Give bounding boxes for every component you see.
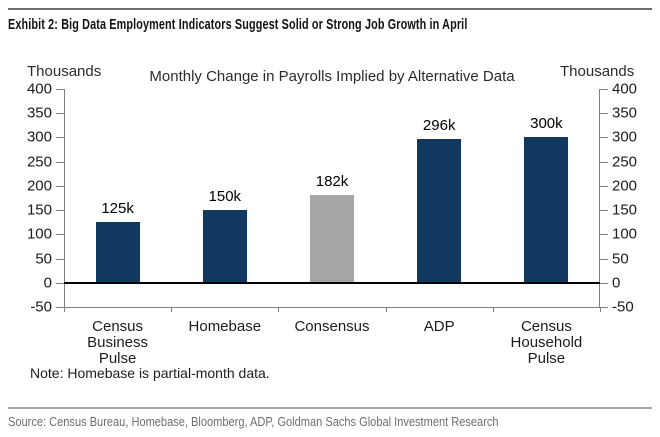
bar-consensus (310, 194, 354, 283)
y-tick-left (56, 234, 64, 236)
y-tick-left (56, 113, 64, 115)
y-axis-left (64, 89, 65, 307)
x-tick (600, 307, 601, 312)
y-tick-right (600, 113, 608, 115)
x-tick (64, 307, 65, 312)
source-text: Source: Census Bureau, Homebase, Bloombe… (8, 414, 499, 429)
y-tick-right (600, 185, 608, 187)
y-tick-label-right: 300 (612, 128, 638, 146)
y-tick-label-right: 100 (612, 225, 638, 243)
y-tick-right (600, 282, 608, 284)
y-tick-label-right: 150 (612, 201, 638, 219)
y-tick-label-right: 350 (612, 104, 638, 122)
x-tick (492, 307, 494, 312)
plot-area: 400 400 350 350 300 300 250 250 200 200 150 150 100 1… (27, 82, 637, 367)
y-tick-right (600, 89, 608, 90)
bar-value-label: 125k (101, 200, 134, 218)
x-tick (278, 307, 280, 312)
y-tick-left (56, 161, 64, 163)
category-label-census-household-pulse: Census Household Pulse (510, 318, 583, 367)
bar-homebase (202, 210, 247, 283)
chart-note: Note: Homebase is partial-month data. (30, 365, 270, 381)
chart-title: Monthly Change in Payrolls Implied by Al… (149, 68, 515, 85)
y-tick-left (56, 185, 64, 187)
y-tick-label-right: 200 (612, 177, 638, 195)
bar-value-label: 182k (315, 172, 349, 190)
category-label-census-business-pulse: Census Business Pulse (87, 318, 149, 367)
y-tick-label-right: 50 (612, 250, 629, 268)
x-tick (385, 307, 387, 312)
y-tick-label-left: 150 (26, 201, 52, 219)
y-tick-label-left: 200 (26, 177, 52, 195)
bar-value-label: 296k (422, 117, 456, 135)
y-tick-label-left: 250 (26, 153, 52, 171)
x-axis (64, 307, 600, 308)
right-axis-unit-label: Thousands (560, 63, 635, 80)
y-tick-label-left: 50 (35, 250, 52, 268)
bar-value-label: 150k (208, 188, 242, 206)
y-axis-right (599, 89, 600, 307)
category-label-consensus: Consensus (294, 318, 370, 335)
y-tick-right (600, 234, 608, 236)
y-tick-right (600, 137, 608, 139)
y-tick-left (56, 210, 64, 212)
y-tick-left (56, 89, 64, 90)
y-tick-label-left: -50 (30, 298, 52, 316)
x-tick (171, 307, 173, 312)
y-tick-label-left: 100 (26, 225, 52, 243)
y-tick-right (600, 258, 608, 260)
bar-adp (417, 139, 462, 283)
y-tick-left (56, 282, 64, 284)
y-tick-right (600, 307, 608, 308)
bar-census-business-pulse (95, 222, 140, 283)
left-axis-unit-label: Thousands (27, 63, 102, 80)
y-tick-left (56, 137, 64, 139)
y-tick-label-right: -50 (612, 298, 634, 316)
footer-divider (8, 407, 652, 409)
bar-value-label: 300k (530, 115, 563, 133)
bar-census-household-pulse (524, 137, 569, 283)
category-label-adp: ADP (423, 318, 455, 335)
y-tick-right (600, 210, 608, 212)
y-tick-left (56, 258, 64, 260)
y-tick-left (56, 307, 64, 308)
y-tick-label-left: 400 (26, 80, 52, 98)
y-tick-label-right: 400 (612, 80, 638, 98)
category-label-homebase: Homebase (188, 318, 262, 335)
top-divider (8, 8, 652, 10)
exhibit-title: Exhibit 2: Big Data Employment Indicator… (8, 16, 468, 33)
y-tick-label-left: 300 (26, 128, 52, 146)
y-tick-right (600, 161, 608, 163)
y-tick-label-left: 0 (43, 274, 52, 292)
y-tick-label-right: 250 (612, 153, 638, 171)
y-tick-label-left: 350 (26, 104, 52, 122)
zero-baseline (64, 281, 600, 284)
y-tick-label-right: 0 (612, 274, 621, 292)
